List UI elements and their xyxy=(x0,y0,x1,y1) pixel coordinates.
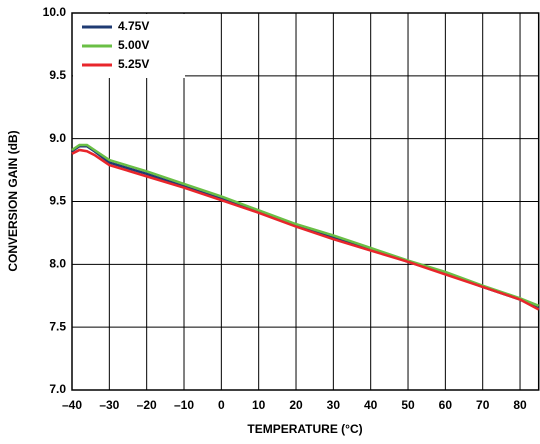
y-axis-label: CONVERSION GAIN (dB) xyxy=(6,130,20,271)
legend-label: 5.25V xyxy=(118,57,149,71)
x-tick-label: 30 xyxy=(327,398,341,412)
plot-frame xyxy=(71,12,540,391)
x-tick-label: –30 xyxy=(99,398,119,412)
y-tick-label: 9.0 xyxy=(49,131,66,145)
x-tick-label: 20 xyxy=(289,398,303,412)
y-tick-label: 8.0 xyxy=(49,257,66,271)
x-tick-label: 50 xyxy=(401,398,415,412)
x-tick-label: 80 xyxy=(513,398,527,412)
legend-label: 5.00V xyxy=(118,38,149,52)
x-tick-label: 60 xyxy=(439,398,453,412)
x-tick-label: 70 xyxy=(476,398,490,412)
legend: 4.75V 5.00V 5.25V xyxy=(73,14,185,78)
x-axis-label: TEMPERATURE (°C) xyxy=(247,422,362,436)
x-tick-label: 10 xyxy=(252,398,266,412)
x-tick-label: –20 xyxy=(137,398,157,412)
x-tick-label: –40 xyxy=(62,398,82,412)
y-tick-label: 9.5 xyxy=(49,68,66,82)
y-tick-label: 7.5 xyxy=(49,319,66,333)
data-line xyxy=(71,148,540,311)
data-line xyxy=(71,143,540,307)
x-tick-label: 40 xyxy=(364,398,378,412)
x-tick-label: 0 xyxy=(218,398,225,412)
legend-label: 4.75V xyxy=(118,19,149,33)
y-tick-label: 10.0 xyxy=(43,5,67,19)
x-tick-label: –10 xyxy=(174,398,194,412)
y-tick-label: 9.5 xyxy=(49,194,66,208)
y-tick-label: 7.0 xyxy=(49,382,66,396)
